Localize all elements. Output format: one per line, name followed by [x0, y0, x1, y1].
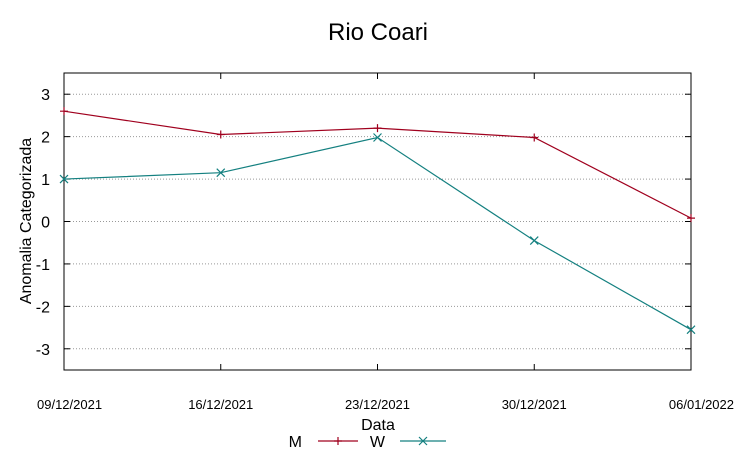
- x-axis-ticks: 09/12/2021 16/12/2021 23/12/2021 30/12/2021…: [37, 73, 734, 412]
- chart-title: Rio Coari: [328, 19, 428, 46]
- y-tick-label: -1: [36, 257, 50, 274]
- y-axis-label: Anomalia Categorizada: [18, 138, 35, 304]
- legend-item-w: W: [370, 434, 446, 451]
- y-axis-ticks: 3 2 1 0 -1 -2 -3: [36, 87, 691, 359]
- y-tick-label: -3: [36, 342, 50, 359]
- data-point: [686, 325, 696, 335]
- series-line: [63, 136, 692, 331]
- plot-frame: [63, 72, 692, 371]
- x-tick-label: 09/12/2021: [37, 397, 102, 412]
- grid-lines: [64, 93, 691, 350]
- legend-item-m: M: [289, 434, 358, 451]
- y-tick-label: 3: [41, 87, 50, 104]
- data-point: [216, 130, 225, 139]
- legend-swatch-marker: [334, 437, 342, 445]
- y-tick-label: 0: [41, 215, 50, 232]
- y-tick-label: 2: [41, 130, 50, 147]
- x-tick-label: 16/12/2021: [188, 397, 253, 412]
- series-w: [59, 133, 696, 335]
- data-point: [530, 133, 539, 142]
- data-point: [687, 214, 695, 223]
- legend-label: M: [289, 434, 302, 451]
- legend-swatch-marker: [418, 436, 428, 446]
- x-tick-label: 06/01/2022: [669, 397, 734, 412]
- x-tick-label: 30/12/2021: [502, 397, 567, 412]
- legend-label: W: [370, 434, 386, 451]
- data-point: [373, 124, 382, 133]
- data-point: [59, 174, 69, 184]
- data-point: [373, 133, 382, 142]
- series-m: [60, 107, 695, 223]
- data-point: [529, 236, 539, 246]
- data-point: [216, 168, 226, 178]
- x-tick-label: 23/12/2021: [345, 397, 410, 412]
- y-tick-label: -2: [36, 299, 50, 316]
- series-group: [59, 107, 696, 335]
- x-axis-label: Data: [361, 417, 395, 434]
- data-point: [60, 107, 68, 116]
- y-tick-label: 1: [41, 172, 50, 189]
